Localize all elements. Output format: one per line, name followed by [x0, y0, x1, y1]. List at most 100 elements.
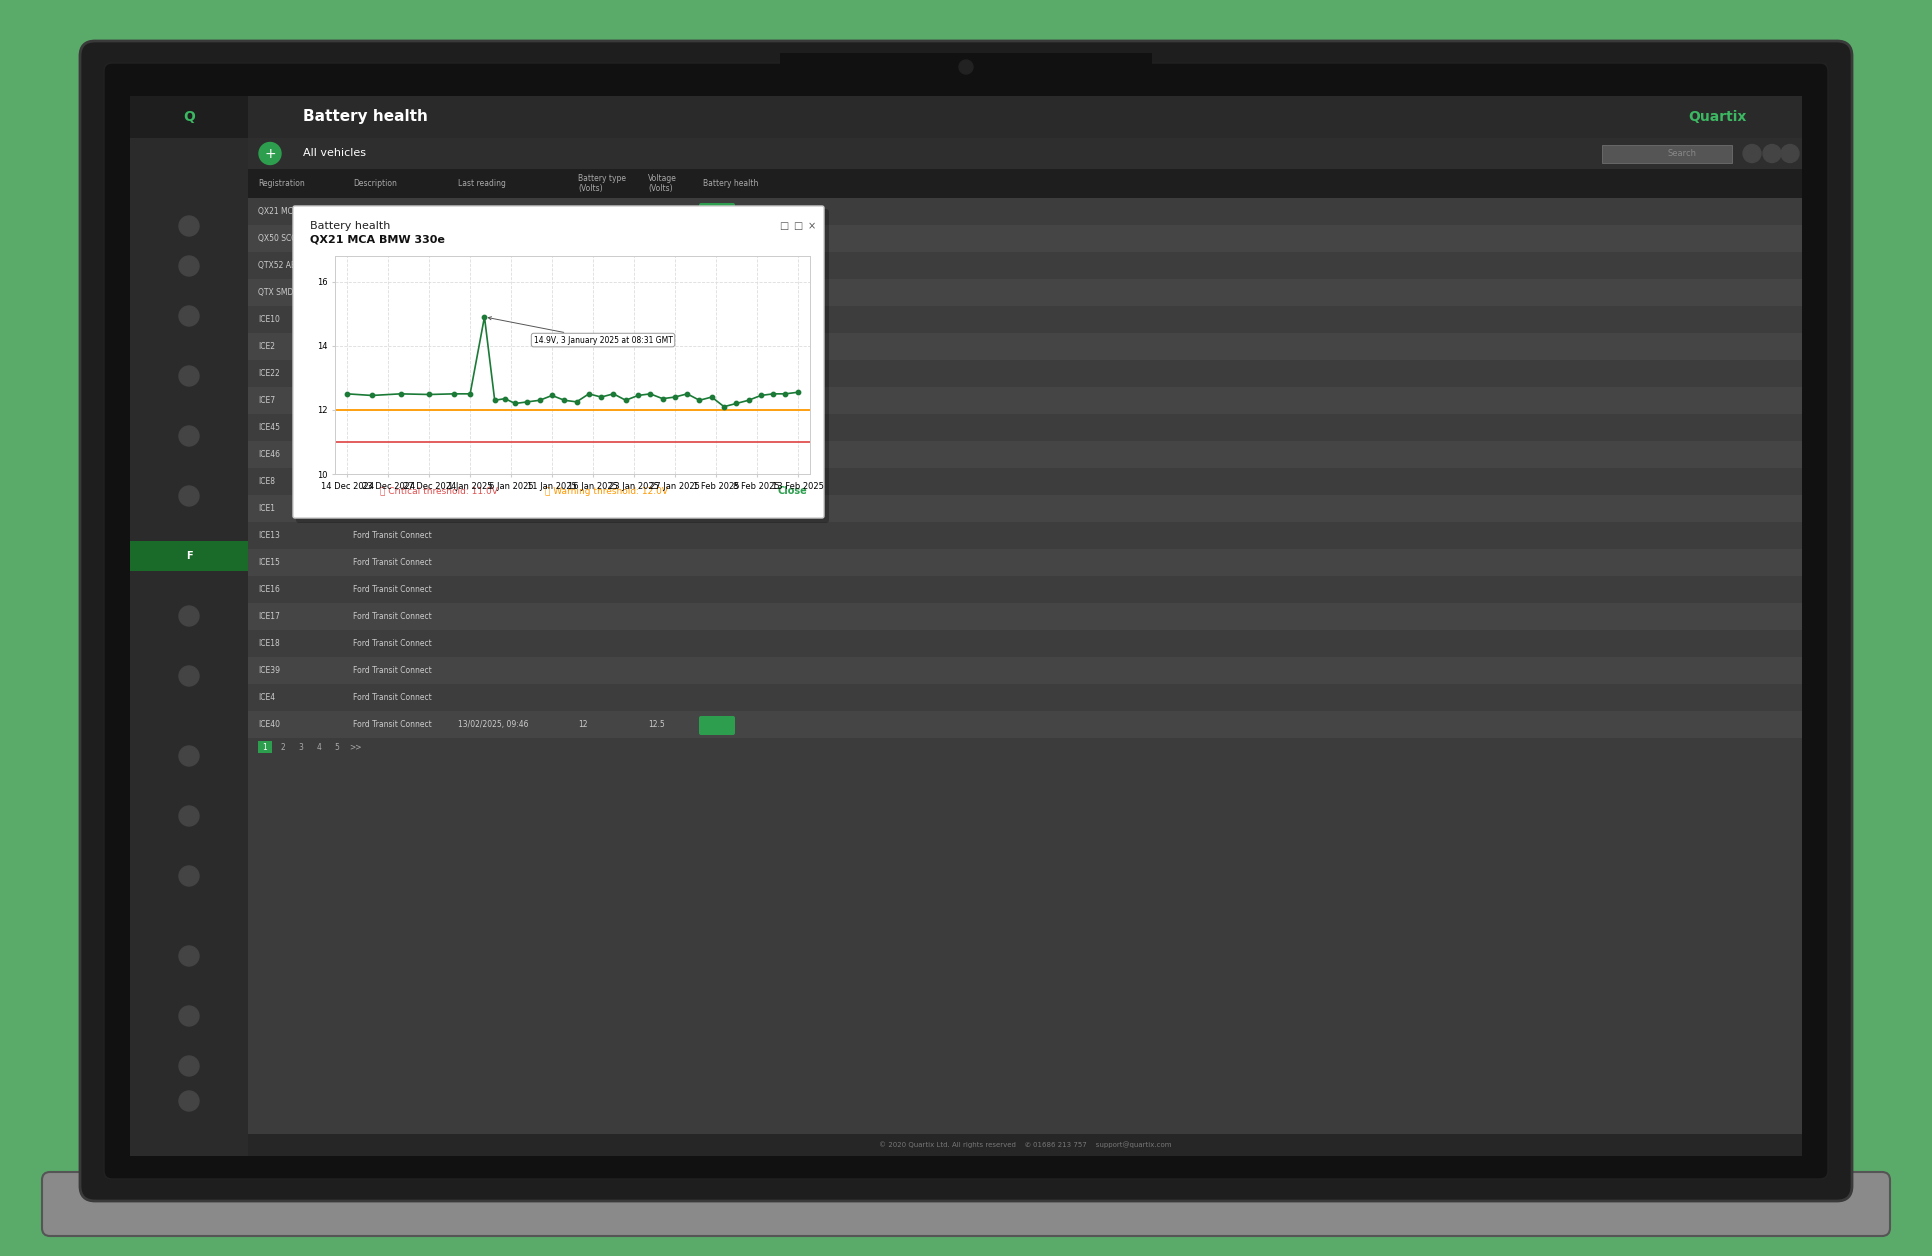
- Text: Ford Transit Connect: Ford Transit Connect: [354, 504, 431, 512]
- Text: ICE18: ICE18: [259, 639, 280, 648]
- Point: [709, 397, 740, 417]
- Bar: [247, 441, 1803, 468]
- Point: [574, 384, 605, 404]
- FancyBboxPatch shape: [294, 206, 825, 517]
- Text: ICE2: ICE2: [259, 342, 274, 350]
- Circle shape: [259, 142, 280, 165]
- Circle shape: [180, 1056, 199, 1076]
- Text: Registration: Registration: [259, 180, 305, 188]
- Text: Ford Transit Connect: Ford Transit Connect: [354, 693, 431, 702]
- Text: 12: 12: [578, 207, 587, 216]
- Text: □: □: [779, 221, 788, 231]
- FancyBboxPatch shape: [43, 1172, 1889, 1236]
- Text: 13/02/2025, 07:02: 13/02/2025, 07:02: [458, 207, 527, 216]
- Text: Ford Transit Connect: Ford Transit Connect: [354, 558, 431, 566]
- Point: [757, 384, 788, 404]
- Circle shape: [180, 865, 199, 885]
- Text: ICE4: ICE4: [259, 693, 274, 702]
- Text: 1: 1: [263, 742, 267, 751]
- Text: Ford Transit Connect: Ford Transit Connect: [354, 666, 431, 674]
- Bar: [247, 306, 1803, 333]
- Point: [659, 387, 690, 407]
- FancyBboxPatch shape: [699, 716, 734, 735]
- Bar: [247, 631, 1803, 657]
- Text: Ford transit: Ford transit: [354, 423, 398, 432]
- Point: [636, 384, 667, 404]
- Text: Q: Q: [184, 111, 195, 124]
- Text: ICE1: ICE1: [259, 504, 274, 512]
- Text: Ford Transit Connect: Ford Transit Connect: [354, 585, 431, 594]
- Bar: [247, 1134, 1803, 1156]
- Point: [512, 392, 543, 412]
- Circle shape: [1781, 144, 1799, 162]
- Point: [647, 388, 678, 408]
- Text: Ford Transit: Ford Transit: [354, 477, 398, 486]
- FancyBboxPatch shape: [699, 203, 734, 222]
- Point: [549, 391, 580, 411]
- Text: ICE45: ICE45: [259, 423, 280, 432]
- Point: [524, 391, 554, 411]
- Bar: [247, 333, 1803, 360]
- Point: [721, 393, 752, 413]
- Bar: [247, 522, 1803, 549]
- Text: BMW 330e: BMW 330e: [354, 207, 394, 216]
- Text: 5: 5: [334, 742, 340, 751]
- Text: □: □: [794, 221, 802, 231]
- Circle shape: [180, 306, 199, 327]
- Bar: [247, 685, 1803, 711]
- Point: [732, 391, 763, 411]
- Text: BMW i5: BMW i5: [354, 261, 383, 270]
- FancyBboxPatch shape: [79, 41, 1853, 1201]
- Text: QX50 SCO: QX50 SCO: [259, 234, 298, 242]
- Text: Demo SMD: Demo SMD: [354, 288, 396, 296]
- Bar: [259, 741, 272, 754]
- Text: ICE46: ICE46: [259, 450, 280, 458]
- Text: F: F: [185, 551, 193, 561]
- Bar: [129, 95, 1803, 1156]
- Point: [500, 393, 531, 413]
- Bar: [247, 138, 1803, 170]
- Text: Ford Connect: Ford Connect: [354, 396, 404, 404]
- Text: ICE22: ICE22: [259, 369, 280, 378]
- Text: 11/02/2025, 10:58: 11/02/2025, 10:58: [458, 234, 527, 242]
- Text: ICE39: ICE39: [259, 666, 280, 674]
- Bar: [247, 95, 1803, 1156]
- Text: Battery health: Battery health: [703, 180, 759, 188]
- Text: 13/02/2025, 09:46: 13/02/2025, 09:46: [458, 720, 529, 728]
- Circle shape: [180, 605, 199, 625]
- Text: QX21 MCA BMW 330e: QX21 MCA BMW 330e: [309, 235, 444, 245]
- Text: +: +: [265, 147, 276, 161]
- Text: QTX SMD: QTX SMD: [259, 288, 294, 296]
- Bar: [247, 225, 1803, 252]
- Bar: [1602, 144, 1731, 163]
- Text: 12.5: 12.5: [647, 720, 665, 728]
- Text: QX21 MCA: QX21 MCA: [259, 207, 298, 216]
- Text: © 2020 Quartix Ltd. All rights reserved    ✆ 01686 213 757    support@quartix.co: © 2020 Quartix Ltd. All rights reserved …: [879, 1142, 1171, 1148]
- Circle shape: [180, 746, 199, 766]
- Bar: [247, 657, 1803, 685]
- Text: ICE15: ICE15: [259, 558, 280, 566]
- Bar: [247, 360, 1803, 387]
- Point: [771, 384, 802, 404]
- Point: [672, 384, 703, 404]
- Circle shape: [180, 486, 199, 506]
- Text: 4: 4: [317, 742, 321, 751]
- Text: ICE17: ICE17: [259, 612, 280, 620]
- Bar: [247, 387, 1803, 414]
- Point: [560, 392, 591, 412]
- Circle shape: [1743, 144, 1760, 162]
- Text: 14.9V, 3 January 2025 at 08:31 GMT: 14.9V, 3 January 2025 at 08:31 GMT: [489, 317, 672, 344]
- Text: 12.8: 12.8: [647, 207, 665, 216]
- Point: [684, 391, 715, 411]
- Bar: [247, 414, 1803, 441]
- Point: [469, 306, 500, 327]
- Text: Ford Transit Connect: Ford Transit Connect: [354, 639, 431, 648]
- Point: [355, 386, 386, 406]
- Bar: [247, 198, 1803, 225]
- Text: Close: Close: [777, 486, 808, 496]
- Bar: [247, 170, 1803, 198]
- Circle shape: [180, 256, 199, 276]
- Bar: [247, 603, 1803, 631]
- Text: Ford Transit Connect: Ford Transit Connect: [354, 720, 431, 728]
- Circle shape: [180, 365, 199, 386]
